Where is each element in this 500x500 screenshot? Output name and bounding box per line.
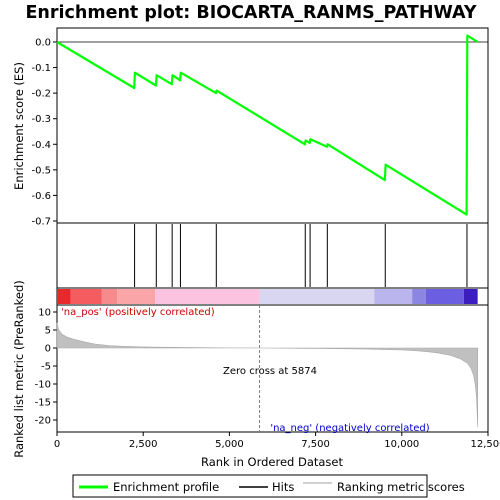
metric-y-tick-label: -10 [35,380,51,391]
enrichment-profile-line [56,34,479,216]
heat-band-segment [57,289,71,304]
x-ticks: 0 2,500 5,000 7,500 10,000 12,500 [54,432,500,450]
legend-enrichment-label: Enrichment profile [113,480,219,494]
hits-layer [134,224,468,287]
x-tick-label: 2,500 [129,439,158,450]
es-y-tick-label: -0.3 [31,114,51,125]
es-y-tick-label: -0.4 [31,140,51,151]
neg-correlated-label: 'na_neg' (negatively correlated) [270,423,429,434]
legend-hits-label: Hits [272,480,294,494]
x-tick-label: 5,000 [215,439,244,450]
es-y-tick-label: -0.6 [31,191,51,202]
es-y-tick-label: -0.5 [31,165,51,176]
heat-band-segment [70,289,102,304]
es-y-axis-label: Enrichment score (ES) [12,62,26,190]
chart-title: Enrichment plot: BIOCARTA_RANMS_PATHWAY [25,3,476,23]
metric-y-axis-label: Ranked list metric (PreRanked) [12,280,26,458]
heat-band [57,289,478,304]
legend-metric-label: Ranking metric scores [337,480,465,494]
es-y-tick-label: -0.2 [31,89,51,100]
es-y-ticks: 0.0 -0.1 -0.2 -0.3 -0.4 -0.5 -0.6 -0.7 [31,38,57,228]
legend-box [72,474,428,498]
heat-band-segment [412,289,426,304]
metric-y-tick-label: -20 [35,416,51,427]
es-y-tick-label: 0.0 [35,38,51,49]
heat-band-segment [425,289,464,304]
x-tick-label: 12,500 [471,439,500,450]
metric-y-tick-label: 10 [38,308,51,319]
metric-layer [56,305,478,432]
es-y-tick-label: -0.1 [31,63,51,74]
legend: Enrichment profile Hits Ranking metric s… [72,474,465,498]
heat-band-segment [101,289,118,304]
heat-band-segment [259,289,375,304]
metric-y-tick-label: -5 [41,362,51,373]
metric-panel [56,304,489,433]
es-layer [56,34,488,216]
heat-band-segment [463,289,478,304]
heat-band-segment [155,289,260,304]
x-tick-label: 0 [54,439,60,450]
pos-correlated-label: 'na_pos' (positively correlated) [61,307,215,318]
heat-band-segment [117,289,156,304]
x-tick-label: 10,000 [384,439,419,450]
metric-y-tick-label: 0 [45,344,51,355]
es-y-tick-label: -0.7 [31,217,51,228]
metric-y-ticks: 10 5 0 -5 -10 -15 -20 [35,308,57,427]
heat-band-segment [374,289,413,304]
metric-y-tick-label: 5 [45,326,51,337]
zero-cross-label: Zero cross at 5874 [223,366,317,377]
x-tick-label: 7,500 [301,439,330,450]
hits-panel [56,222,489,289]
x-axis-label: Rank in Ordered Dataset [201,455,344,469]
ranking-metric-area [56,322,478,428]
metric-y-tick-label: -15 [35,398,51,409]
